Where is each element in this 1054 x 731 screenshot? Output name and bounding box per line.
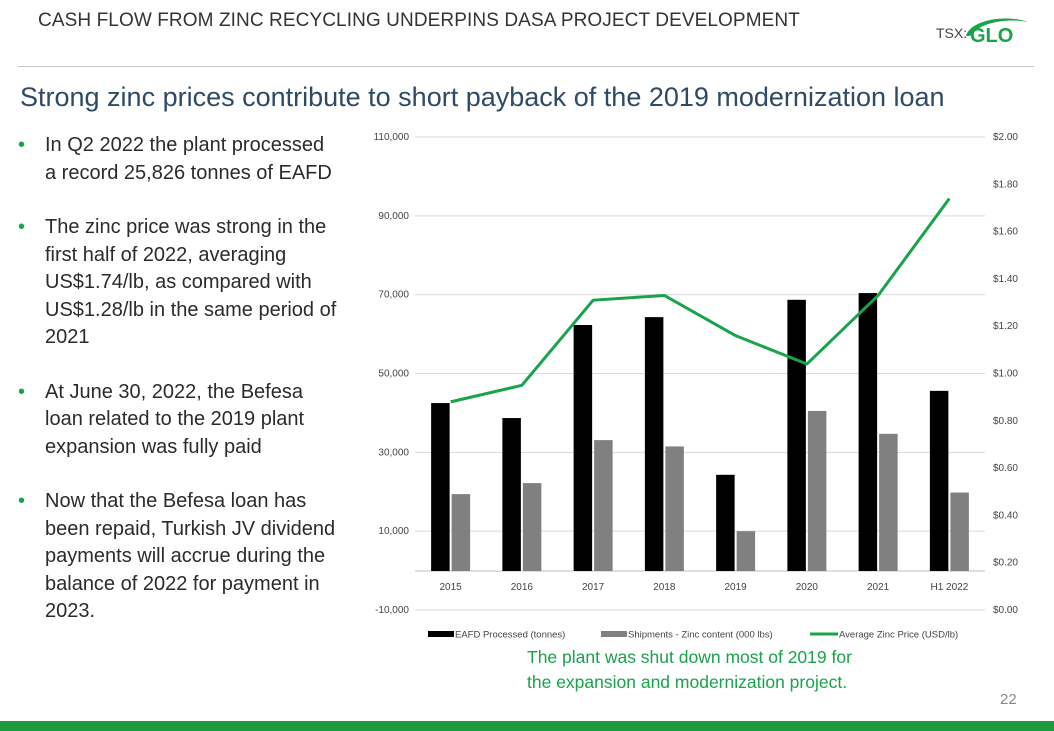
right-axis-tick-label: $1.40 xyxy=(993,274,1018,285)
bullet-list: • In Q2 2022 the plant processed a record… xyxy=(18,132,338,653)
bullet-item: • At June 30, 2022, the Befesa loan relat… xyxy=(18,379,338,462)
category-tick-label: 2019 xyxy=(725,582,748,593)
right-axis-tick-label: $0.80 xyxy=(993,416,1018,427)
right-axis-tick-label: $1.00 xyxy=(993,369,1018,380)
right-axis-tick-label: $0.60 xyxy=(993,463,1018,474)
eafd-bar xyxy=(787,299,806,571)
shipments-bar xyxy=(807,410,827,571)
footer-bar xyxy=(0,721,1054,731)
shipments-bar xyxy=(665,446,684,571)
bullet-dot-icon: • xyxy=(18,490,26,512)
category-tick-label: 2018 xyxy=(653,582,676,593)
legend-shipments-swatch xyxy=(601,631,627,637)
bullet-item: • In Q2 2022 the plant processed a record… xyxy=(18,132,338,187)
eafd-bar xyxy=(929,390,949,571)
page-number: 22 xyxy=(1000,691,1017,708)
shipments-bar xyxy=(879,433,898,571)
category-tick-label: 2020 xyxy=(796,582,819,593)
legend-eafd-label: EAFD Processed (tonnes) xyxy=(455,630,565,641)
slide-subtitle: Strong zinc prices contribute to short p… xyxy=(20,82,945,112)
note-line-1: The plant was shut down most of 2019 for xyxy=(527,647,852,667)
header-title: CASH FLOW FROM ZINC RECYCLING UNDERPINS … xyxy=(38,10,800,31)
right-axis-tick-label: $2.00 xyxy=(993,132,1018,143)
right-axis-tick-label: $1.80 xyxy=(993,179,1018,190)
left-axis-tick-label: 30,000 xyxy=(378,447,409,458)
right-axis-tick-label: $0.20 xyxy=(993,558,1018,569)
category-tick-label: 2017 xyxy=(582,582,605,593)
logo-swoosh xyxy=(966,18,1028,36)
eafd-bar xyxy=(716,474,735,571)
category-tick-label: 2015 xyxy=(440,582,463,593)
shutdown-note: The plant was shut down most of 2019 for… xyxy=(527,645,927,695)
bullet-dot-icon: • xyxy=(18,134,26,156)
legend-price-label: Average Zinc Price (USD/lb) xyxy=(839,630,958,641)
left-axis-tick-label: 70,000 xyxy=(378,290,409,301)
logo-ticker: GLO xyxy=(970,25,1013,47)
category-tick-label: H1 2022 xyxy=(930,582,968,593)
category-tick-label: 2021 xyxy=(867,582,890,593)
eafd-bar xyxy=(431,403,450,571)
eafd-bar xyxy=(502,418,521,571)
bullet-text: At June 30, 2022, the Befesa loan relate… xyxy=(45,380,305,458)
eafd-bar xyxy=(573,325,593,571)
right-axis-tick-label: $0.40 xyxy=(993,510,1018,521)
shipments-bar xyxy=(594,440,613,571)
header-rule xyxy=(18,66,1034,67)
right-axis-tick-label: $1.20 xyxy=(993,321,1018,332)
legend-shipments-label: Shipments - Zinc content (000 lbs) xyxy=(628,630,773,641)
eafd-bar xyxy=(644,317,664,571)
bullet-text: Now that the Befesa loan has been repaid… xyxy=(45,490,336,622)
left-axis-tick-label: -10,000 xyxy=(375,605,409,616)
bullet-item: • Now that the Befesa loan has been repai… xyxy=(18,488,338,626)
zinc-price-line xyxy=(450,197,951,404)
bullet-dot-icon: • xyxy=(18,216,26,238)
bullet-text: The zinc price was strong in the first h… xyxy=(45,216,337,348)
eafd-bar xyxy=(858,293,878,571)
shipments-bar xyxy=(451,494,471,571)
shipments-bar xyxy=(950,492,969,571)
bullet-dot-icon: • xyxy=(18,380,26,403)
category-tick-label: 2016 xyxy=(511,582,534,593)
left-axis-tick-label: 110,000 xyxy=(374,132,410,143)
left-axis-tick-label: 10,000 xyxy=(378,526,409,537)
combo-chart: 110,000 90,000 70,000 50,000 30,000 10,000 -10… xyxy=(374,132,1019,641)
shipments-bar xyxy=(736,531,756,571)
bullet-item: • The zinc price was strong in the first … xyxy=(18,214,338,352)
left-axis-tick-label: 90,000 xyxy=(378,211,409,222)
note-line-2: the expansion and modernization project. xyxy=(527,672,848,692)
left-axis-tick-label: 50,000 xyxy=(378,369,409,380)
legend-eafd-swatch xyxy=(428,631,454,637)
logo-prefix: TSX: xyxy=(936,25,967,41)
right-axis-tick-label: $0.00 xyxy=(993,605,1018,616)
shipments-bar xyxy=(522,483,542,571)
bullet-text: In Q2 2022 the plant processed a record … xyxy=(45,134,332,184)
tsx-glo-logo: TSX: GLO xyxy=(936,18,1028,47)
right-axis-tick-label: $1.60 xyxy=(993,227,1018,238)
